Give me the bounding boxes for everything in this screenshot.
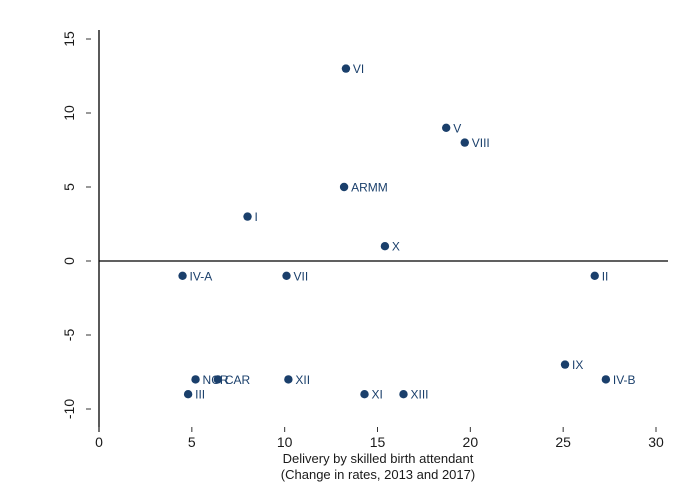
x-tick-label: 10: [277, 434, 293, 450]
data-point: II: [590, 269, 609, 283]
y-tick-label: -10: [61, 399, 77, 419]
point-label: XII: [295, 373, 310, 387]
point-marker: [284, 375, 293, 384]
point-label: IV-B: [613, 373, 636, 387]
data-point: IX: [560, 358, 583, 372]
axes: [98, 30, 668, 432]
x-tick-label: 0: [95, 434, 103, 450]
point-marker: [191, 375, 200, 384]
x-tick-label: 15: [370, 434, 386, 450]
x-axis-subtitle: (Change in rates, 2013 and 2017): [281, 467, 475, 482]
data-point: XI: [360, 388, 383, 402]
data-point: I: [243, 210, 258, 224]
point-label: II: [602, 269, 609, 283]
data-point: V: [441, 121, 461, 135]
x-tick-label: 20: [463, 434, 479, 450]
point-marker: [380, 242, 390, 251]
point-marker: [460, 138, 469, 147]
point-marker: [360, 390, 369, 399]
point-marker: [339, 182, 349, 192]
data-point: NCR: [191, 373, 229, 387]
ticks: -10 -5 0 5 10 15 0 5 10 15 20 25 30: [61, 31, 664, 450]
point-label: IX: [572, 358, 583, 372]
point-marker: [441, 123, 451, 132]
x-axis-title: Delivery by skilled birth attendant: [283, 451, 474, 466]
point-label: VIII: [472, 136, 490, 150]
data-point: ARMM: [339, 181, 388, 195]
point-marker: [601, 375, 611, 384]
data-point: XIII: [399, 388, 429, 402]
x-tick-label: 30: [648, 434, 664, 450]
data-point: XII: [284, 373, 310, 387]
point-label: ARMM: [351, 181, 388, 195]
x-tick-label: 25: [555, 434, 571, 450]
data-point: VI: [341, 62, 364, 76]
point-marker: [590, 271, 599, 280]
point-label: III: [195, 388, 205, 402]
point-label: VII: [294, 269, 309, 283]
data-point: VII: [282, 269, 308, 283]
point-marker: [341, 64, 351, 73]
point-label: XIII: [410, 388, 428, 402]
points: VIVVIIIARMMIXIV-AVIIIIIXIV-BNCRCARXIIIII…: [178, 62, 636, 402]
y-tick-label: 5: [61, 183, 77, 191]
point-marker: [178, 271, 187, 280]
point-label: I: [255, 210, 258, 224]
y-tick-label: 0: [61, 257, 77, 265]
point-label: CAR: [225, 373, 251, 387]
data-point: CAR: [213, 373, 251, 387]
data-point: X: [380, 240, 400, 254]
point-marker: [282, 271, 291, 280]
y-tick-label: 15: [61, 31, 77, 47]
point-marker: [183, 390, 193, 399]
y-tick-label: -5: [61, 329, 77, 342]
x-tick-label: 5: [188, 434, 196, 450]
point-label: V: [453, 121, 461, 135]
point-marker: [399, 390, 408, 399]
point-label: IV-A: [190, 269, 213, 283]
point-marker: [560, 360, 570, 369]
data-point: IV-B: [601, 373, 636, 387]
point-label: X: [392, 240, 400, 254]
point-label: XI: [372, 388, 383, 402]
data-point: IV-A: [178, 269, 212, 283]
data-point: VIII: [460, 136, 490, 150]
data-point: III: [183, 388, 205, 402]
point-marker: [213, 375, 223, 384]
point-marker: [243, 212, 252, 221]
point-label: VI: [353, 62, 364, 76]
y-tick-label: 10: [61, 105, 77, 121]
